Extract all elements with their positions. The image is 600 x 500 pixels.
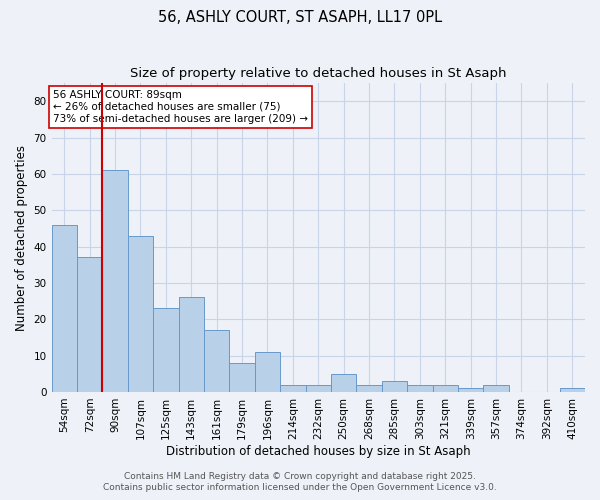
Bar bbox=[280, 384, 305, 392]
Bar bbox=[179, 298, 204, 392]
Text: Contains HM Land Registry data © Crown copyright and database right 2025.
Contai: Contains HM Land Registry data © Crown c… bbox=[103, 472, 497, 492]
Bar bbox=[77, 258, 103, 392]
Bar bbox=[103, 170, 128, 392]
Text: 56 ASHLY COURT: 89sqm
← 26% of detached houses are smaller (75)
73% of semi-deta: 56 ASHLY COURT: 89sqm ← 26% of detached … bbox=[53, 90, 308, 124]
Bar bbox=[305, 384, 331, 392]
Bar bbox=[382, 381, 407, 392]
Bar bbox=[204, 330, 229, 392]
Bar bbox=[407, 384, 433, 392]
Bar bbox=[229, 363, 255, 392]
Bar bbox=[356, 384, 382, 392]
Bar bbox=[128, 236, 153, 392]
Bar bbox=[52, 225, 77, 392]
Bar bbox=[458, 388, 484, 392]
Title: Size of property relative to detached houses in St Asaph: Size of property relative to detached ho… bbox=[130, 68, 506, 80]
Bar bbox=[560, 388, 585, 392]
Bar bbox=[433, 384, 458, 392]
X-axis label: Distribution of detached houses by size in St Asaph: Distribution of detached houses by size … bbox=[166, 444, 470, 458]
Bar bbox=[153, 308, 179, 392]
Text: 56, ASHLY COURT, ST ASAPH, LL17 0PL: 56, ASHLY COURT, ST ASAPH, LL17 0PL bbox=[158, 10, 442, 25]
Y-axis label: Number of detached properties: Number of detached properties bbox=[15, 144, 28, 330]
Bar bbox=[255, 352, 280, 392]
Bar bbox=[484, 384, 509, 392]
Bar bbox=[331, 374, 356, 392]
